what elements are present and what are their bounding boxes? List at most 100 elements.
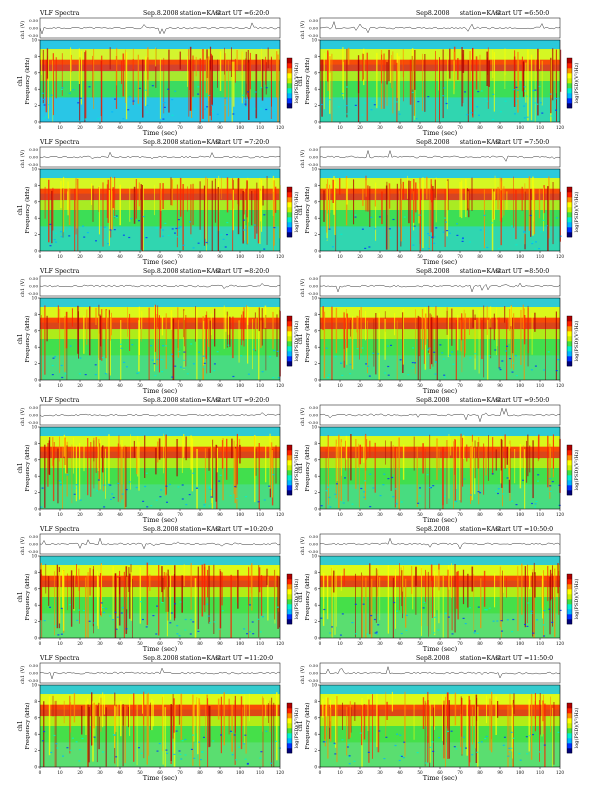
spectrogram-streak bbox=[231, 705, 233, 752]
spectrogram-streak bbox=[522, 445, 524, 468]
spectrogram-streak bbox=[209, 46, 212, 70]
spectrogram-streak bbox=[512, 317, 514, 354]
spectrogram-streak bbox=[328, 444, 329, 505]
spectrogram-streak bbox=[533, 188, 536, 235]
x-tick-label: 70 bbox=[177, 383, 183, 388]
colorbar-segment bbox=[567, 728, 572, 734]
spectrogram-speckle bbox=[227, 344, 230, 346]
spectrogram-speckle bbox=[523, 105, 526, 107]
spectrogram-streak bbox=[233, 440, 235, 494]
spectrogram-streak bbox=[87, 572, 89, 638]
spectrogram-speckle bbox=[378, 216, 381, 218]
spectrogram-speckle bbox=[367, 365, 370, 367]
spectrogram-streak bbox=[234, 700, 236, 765]
spectrogram-streak bbox=[92, 55, 93, 98]
spectrogram-streak bbox=[451, 308, 453, 346]
spectrogram-speckle bbox=[364, 102, 367, 104]
y-tick-label: 2 bbox=[314, 232, 317, 237]
spectrogram-speckle bbox=[145, 626, 148, 628]
spectrogram-speckle bbox=[466, 114, 469, 116]
spectrogram-streak bbox=[177, 307, 179, 348]
spectrogram-streak bbox=[142, 695, 143, 714]
spectrogram-streak bbox=[529, 570, 531, 589]
x-tick-label: 60 bbox=[157, 641, 163, 646]
spectrogram-streak bbox=[66, 445, 68, 474]
y-tick-label: 0 bbox=[34, 636, 37, 641]
x-tick-label: 30 bbox=[377, 383, 383, 388]
time-axis-label: Time (sec) bbox=[423, 387, 458, 395]
spectrogram-streak bbox=[140, 184, 142, 250]
spectrogram-speckle bbox=[344, 477, 346, 479]
y-tick-label: 2 bbox=[314, 748, 317, 753]
x-tick-label: 20 bbox=[77, 383, 83, 388]
spectrogram-speckle bbox=[232, 375, 235, 378]
panel-header-date: Sep.8.2008 bbox=[143, 268, 179, 275]
spectrogram-band bbox=[40, 587, 280, 597]
spectrogram-speckle bbox=[331, 246, 334, 248]
spectrogram-streak bbox=[537, 48, 539, 116]
spectrogram-speckle bbox=[543, 744, 546, 746]
spectrogram-speckle bbox=[345, 105, 348, 107]
spectrogram-streak bbox=[436, 573, 438, 611]
spectrogram-speckle bbox=[207, 615, 210, 617]
spectrogram-speckle bbox=[210, 496, 213, 498]
spectrogram-speckle bbox=[144, 89, 147, 91]
spectrogram-streak bbox=[473, 574, 475, 632]
spectrogram-speckle bbox=[179, 753, 182, 755]
spectrogram-speckle bbox=[543, 635, 545, 637]
spectrogram-streak bbox=[538, 434, 540, 460]
spectrogram-speckle bbox=[181, 740, 184, 742]
spectrogram-streak bbox=[78, 568, 80, 591]
spectrogram-speckle bbox=[540, 231, 543, 233]
spectrogram-streak bbox=[194, 578, 197, 638]
spectrogram-speckle bbox=[163, 102, 166, 104]
spectrogram-streak bbox=[497, 701, 499, 718]
spectrogram-speckle bbox=[508, 751, 511, 753]
y-tick-label: 10 bbox=[312, 425, 318, 430]
spectrogram-speckle bbox=[273, 227, 276, 229]
spectrogram-speckle bbox=[555, 217, 558, 219]
spectrogram-speckle bbox=[238, 746, 241, 748]
colorbar-segment bbox=[287, 490, 292, 496]
spectrogram-streak bbox=[494, 573, 496, 608]
spectrogram-speckle bbox=[427, 233, 430, 235]
spectrogram-speckle bbox=[368, 375, 371, 377]
colorbar-segment bbox=[567, 321, 572, 327]
spectrogram-speckle bbox=[137, 371, 140, 374]
spectrogram-streak bbox=[204, 185, 206, 239]
spectrogram-band bbox=[40, 685, 280, 695]
x-tick-label: 50 bbox=[417, 254, 423, 259]
spectrogram-streak bbox=[221, 177, 222, 200]
spectrogram-streak bbox=[402, 444, 405, 480]
y-tick-label: 8 bbox=[314, 570, 317, 575]
y-tick-label: 4 bbox=[34, 732, 37, 737]
spectrogram-speckle bbox=[104, 373, 107, 375]
y-tick-label: 6 bbox=[34, 586, 37, 591]
spectrogram-streak bbox=[427, 700, 429, 743]
spectrogram-speckle bbox=[448, 354, 451, 356]
spectrogram-band bbox=[40, 716, 280, 726]
spectrogram-speckle bbox=[359, 732, 362, 734]
freq-axis-label: Frequency (kHz) bbox=[304, 574, 311, 621]
spectrogram-speckle bbox=[180, 758, 183, 760]
spectrogram-speckle bbox=[399, 734, 402, 736]
spectrogram-streak bbox=[245, 704, 247, 754]
spectrogram-streak bbox=[105, 448, 106, 499]
spectrogram-streak bbox=[183, 310, 185, 370]
spectrogram-streak bbox=[459, 445, 461, 501]
x-tick-label: 100 bbox=[236, 254, 244, 259]
freq-axis-ch-label: ch1 bbox=[17, 462, 24, 473]
spectrogram-streak bbox=[463, 435, 465, 459]
spectrogram-speckle bbox=[83, 236, 86, 238]
x-tick-label: 110 bbox=[536, 383, 544, 388]
spectrogram-speckle bbox=[246, 633, 248, 635]
colorbar-segment bbox=[567, 361, 572, 367]
spectrogram-band bbox=[320, 298, 560, 308]
panel-header-date: Sep.8.2008 bbox=[143, 526, 179, 533]
spectrogram-streak bbox=[421, 309, 424, 350]
x-tick-label: 90 bbox=[217, 512, 223, 517]
spectrogram-streak bbox=[411, 566, 413, 594]
spectrogram-streak bbox=[405, 578, 407, 628]
spectrogram-streak bbox=[213, 564, 215, 634]
